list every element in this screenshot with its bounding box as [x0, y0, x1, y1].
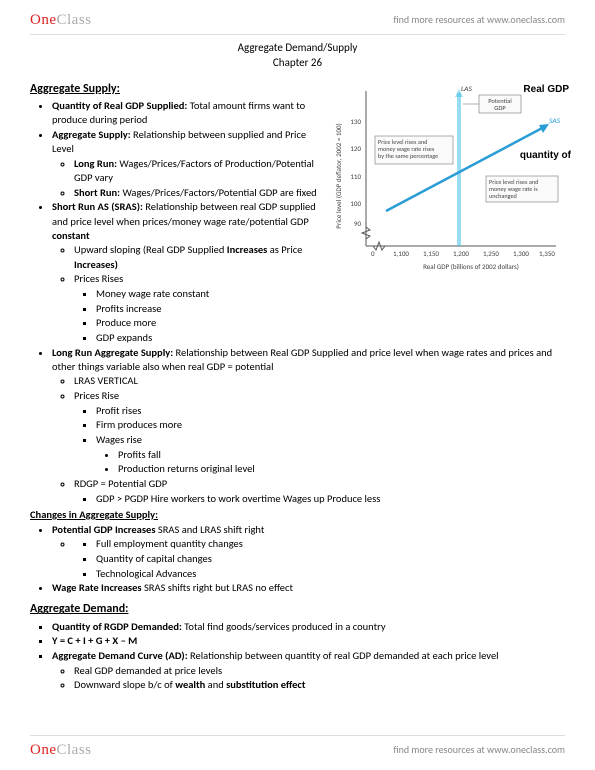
chart-ext-gdp: Real GDP: [523, 83, 569, 97]
brand-logo: OneClass: [30, 10, 92, 30]
svg-text:1,350: 1,350: [539, 249, 555, 258]
lras-label: Long Run Aggregate Supply:: [52, 346, 173, 359]
brand-class: Class: [57, 12, 92, 28]
short-run-text: Wages/Prices/Factors/Potential GDP are f…: [120, 186, 317, 199]
upward-4: Increases): [74, 258, 118, 271]
resources-link-top[interactable]: find more resources at www.oneclass.com: [393, 13, 565, 27]
svg-text:110: 110: [350, 172, 361, 181]
supply-list: Quantity of Real GDP Supplied: Total amo…: [30, 99, 320, 345]
ad1: Real GDP demanded at price levels: [74, 664, 565, 678]
long-run-label: Long Run:: [74, 157, 117, 170]
title-line1: Aggregate Demand/Supply: [30, 41, 565, 56]
svg-text:100: 100: [350, 199, 361, 208]
svg-text:SAS: SAS: [549, 117, 561, 126]
short-run-label: Short Run:: [74, 186, 120, 199]
changes-list: Potential GDP Increases SRAS and LRAS sh…: [30, 523, 565, 596]
svg-text:LAS: LAS: [461, 85, 472, 94]
svg-text:1,250: 1,250: [483, 249, 499, 258]
sras-constant: constant: [52, 229, 90, 242]
svg-text:by the same percentage: by the same percentage: [378, 152, 438, 160]
upward-3: as Price: [267, 243, 302, 256]
chart-ext-qty: quantity of: [520, 149, 571, 163]
content: Real GDP quantity of 90 100 110 120 130 …: [30, 81, 565, 693]
upward-2: Increases: [227, 243, 268, 256]
svg-text:unchanged: unchanged: [489, 192, 517, 200]
brand-logo-footer: OneClass: [30, 740, 92, 760]
ad2c: and: [205, 678, 226, 691]
qty-demanded-label: Quantity of RGDP Demanded:: [52, 620, 182, 633]
brand-one: One: [30, 12, 57, 28]
changes-heading: Changes in Aggregate Supply:: [30, 508, 565, 522]
lr1: Profit rises: [96, 404, 565, 418]
lr3: Wages rise: [96, 433, 142, 446]
svg-text:90: 90: [354, 219, 362, 228]
supply-chart: Real GDP quantity of 90 100 110 120 130 …: [331, 81, 571, 276]
lr3b: Production returns original level: [118, 462, 565, 476]
pot3: Technological Advances: [96, 567, 565, 581]
ad-text: Relationship between quantity of real GD…: [188, 649, 499, 662]
svg-text:120: 120: [350, 144, 361, 153]
demand-list: Quantity of RGDP Demanded: Total find go…: [30, 620, 565, 693]
pr3: Produce more: [96, 316, 320, 330]
qty-demanded-text: Total find goods/services produced in a …: [182, 620, 386, 633]
ad2a: Downward slope b/c of: [74, 678, 175, 691]
pr1: Money wage rate constant: [96, 287, 320, 301]
svg-text:1,200: 1,200: [453, 249, 469, 258]
agg-supply-label: Aggregate Supply:: [52, 128, 131, 141]
lras-list: Long Run Aggregate Supply: Relationship …: [30, 346, 565, 506]
svg-text:Price level (GDP deflator, 200: Price level (GDP deflator, 2002 = 100): [334, 123, 343, 228]
wage-text: SRAS shifts right but LRAS no effect: [144, 581, 293, 594]
page-footer: OneClass find more resources at www.onec…: [30, 735, 565, 760]
chart-svg: 90 100 110 120 130 0 1,100 1,150 1,200 1…: [331, 81, 571, 276]
lr3a: Profits fall: [118, 448, 565, 462]
qty-supplied-label: Quantity of Real GDP Supplied:: [52, 99, 187, 112]
upward-1: Upward sloping (Real GDP Supplied: [74, 243, 227, 256]
prices-rise: Prices Rise: [74, 389, 119, 402]
pr4: GDP expands: [96, 331, 320, 345]
svg-text:1,150: 1,150: [423, 249, 439, 258]
pr2: Profits increase: [96, 302, 320, 316]
demand-heading: Aggregate Demand:: [30, 601, 565, 617]
svg-text:1,100: 1,100: [393, 249, 409, 258]
page-title: Aggregate Demand/Supply Chapter 26: [30, 41, 565, 71]
lr2: Firm produces more: [96, 418, 565, 432]
svg-text:0: 0: [371, 249, 375, 258]
sras-label: Short Run AS (SRAS):: [52, 200, 143, 213]
pot-label: Potential GDP Increases: [52, 523, 158, 536]
y-equation: Y = C + I + G + X – M: [52, 634, 137, 647]
gdp-line: GDP > PGDP Hire workers to work overtime…: [96, 492, 565, 506]
wage-label: Wage Rate Increases: [52, 581, 144, 594]
brand-class-f: Class: [57, 742, 92, 758]
ad2b: wealth: [175, 678, 205, 691]
page-header: OneClass find more resources at www.onec…: [30, 10, 565, 35]
ad2d: substitution effect: [226, 678, 305, 691]
svg-text:Real GDP (billions of 2002 dol: Real GDP (billions of 2002 dollars): [423, 262, 519, 271]
title-line2: Chapter 26: [30, 56, 565, 71]
svg-text:130: 130: [350, 117, 361, 126]
ad-label: Aggregate Demand Curve (AD):: [52, 649, 188, 662]
rdgp: RDGP = Potential GDP: [74, 477, 167, 490]
svg-text:GDP: GDP: [494, 104, 506, 112]
brand-one-f: One: [30, 742, 57, 758]
svg-text:1,300: 1,300: [513, 249, 529, 258]
lras-vertical: LRAS VERTICAL: [74, 374, 565, 388]
prices-rises: Prices Rises: [74, 272, 123, 285]
pot1: Full employment quantity changes: [96, 537, 565, 551]
resources-link-bottom[interactable]: find more resources at www.oneclass.com: [393, 743, 565, 757]
pot2: Quantity of capital changes: [96, 552, 565, 566]
pot-text: SRAS and LRAS shift right: [158, 523, 264, 536]
